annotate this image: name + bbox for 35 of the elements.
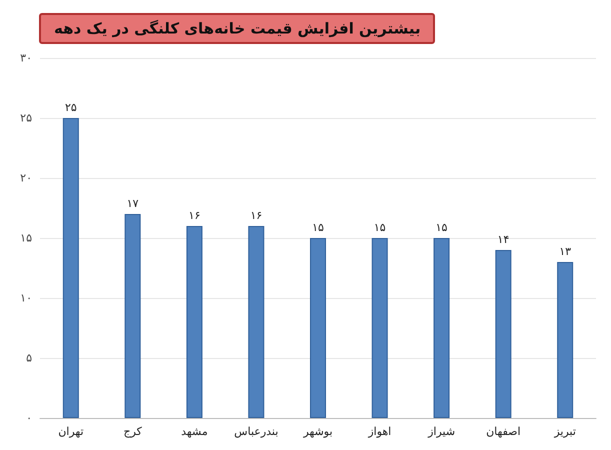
x-tick-label: شیراز xyxy=(427,425,456,438)
y-tick-label: ۱۵ xyxy=(20,232,32,244)
bar xyxy=(434,238,450,418)
x-tick-label: کرج xyxy=(123,425,143,438)
x-tick-label: مشهد xyxy=(181,425,208,438)
data-label: ۱۶ xyxy=(188,209,200,222)
chart-title: بیشترین افزایش قیمت خانه‌های کلنگی در یک دهه xyxy=(54,20,421,38)
y-tick-label: ۳۰ xyxy=(20,52,32,64)
x-tick-label: بندرعباس xyxy=(234,425,278,438)
bar xyxy=(310,238,326,418)
x-tick-label: تبریز xyxy=(553,425,576,438)
y-tick-label: ۰ xyxy=(26,412,32,424)
data-label: ۱۳ xyxy=(559,245,572,258)
data-label: ۱۵ xyxy=(374,221,386,234)
bar xyxy=(62,118,79,418)
y-tick-label: ۱۰ xyxy=(20,292,32,304)
bar xyxy=(248,226,264,418)
data-label: ۱۴ xyxy=(497,233,510,246)
data-label: ۲۵ xyxy=(64,101,77,114)
x-tick-label: اصفهان xyxy=(486,425,521,438)
bar xyxy=(557,262,574,418)
bar xyxy=(186,226,202,418)
x-tick-label: اهواز xyxy=(367,425,392,438)
y-tick-label: ۲۰ xyxy=(20,172,32,184)
y-tick-label: ۲۵ xyxy=(20,112,32,124)
data-label: ۱۷ xyxy=(126,197,139,210)
x-tick-label: تهران xyxy=(58,425,84,438)
data-label: ۱۵ xyxy=(312,221,324,234)
data-label: ۱۵ xyxy=(436,221,448,234)
bar xyxy=(124,214,141,418)
bar xyxy=(495,250,512,418)
data-label: ۱۶ xyxy=(250,209,262,222)
x-tick-label: بوشهر xyxy=(302,425,333,438)
bar xyxy=(372,238,388,418)
y-tick-label: ۵ xyxy=(26,352,32,364)
